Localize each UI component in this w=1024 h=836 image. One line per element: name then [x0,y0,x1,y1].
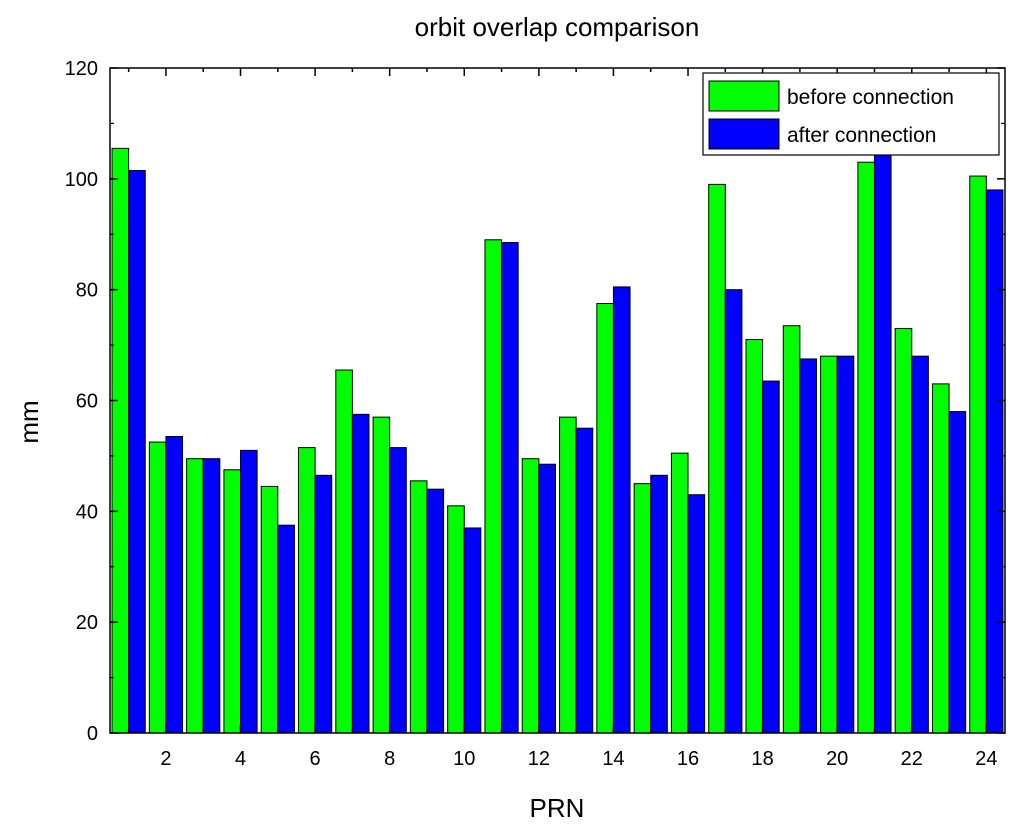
y-tick-label: 100 [65,169,98,191]
bar-before-prn-14 [596,303,614,734]
bar-before-prn-1 [111,147,130,734]
bar-after-prn-10 [463,527,482,734]
x-tick-label: 22 [901,748,923,770]
x-tick-label: 14 [602,748,624,770]
bar-after-prn-13 [575,427,594,734]
bar-after-prn-21 [873,150,892,734]
y-tick-label: 0 [87,723,98,745]
bar-after-prn-5 [277,524,295,734]
bar-before-prn-11 [484,239,503,734]
bar-after-prn-23 [948,411,967,734]
bar-before-prn-20 [820,355,838,734]
legend-label-before: before connection [787,86,954,109]
bar-before-prn-8 [372,416,391,734]
x-tick-label: 20 [826,748,848,770]
y-tick-label: 80 [76,280,98,302]
bar-after-prn-19 [799,358,818,734]
x-tick-label: 10 [453,748,475,770]
bar-after-prn-16 [687,494,706,734]
legend-swatch-before [708,80,780,112]
x-tick-label: 8 [384,748,395,770]
bar-before-prn-6 [298,447,316,734]
bar-after-prn-1 [128,170,146,734]
bar-before-prn-2 [148,441,167,734]
x-tick-label: 24 [975,748,997,770]
bar-after-prn-4 [240,449,258,734]
x-tick-label: 2 [160,748,171,770]
bar-before-prn-3 [186,458,204,734]
bar-before-prn-18 [745,339,764,734]
bar-before-prn-21 [857,161,875,734]
x-tick-label: 6 [310,748,321,770]
bar-after-prn-24 [985,189,1004,734]
x-tick-label: 4 [235,748,246,770]
bar-after-prn-17 [724,289,743,734]
bar-after-prn-9 [426,488,445,734]
x-tick-label: 12 [528,748,550,770]
x-axis-label: PRN [530,793,585,823]
bar-after-prn-11 [501,242,519,734]
bar-before-prn-19 [782,325,801,734]
y-tick-label: 20 [76,612,98,634]
bar-after-prn-2 [165,436,184,734]
legend-label-after: after connection [787,124,936,147]
x-tick-label: 16 [677,748,699,770]
bar-before-prn-23 [931,383,950,734]
y-tick-label: 120 [65,58,98,80]
bar-after-prn-18 [762,380,780,734]
bar-after-prn-20 [836,355,855,734]
legend: before connection after connection [702,72,1000,156]
bar-before-prn-9 [409,480,428,734]
bar-after-prn-14 [612,286,631,734]
bar-before-prn-7 [335,369,353,734]
bar-after-prn-12 [538,463,556,734]
bar-before-prn-10 [447,505,465,734]
bar-before-prn-13 [559,416,577,734]
bar-before-prn-16 [670,452,689,734]
bar-after-prn-3 [202,458,221,734]
y-tick-label: 60 [76,391,98,413]
y-axis-label: mm [14,400,44,443]
y-tick-label: 40 [76,501,98,523]
bars-group [111,147,1004,734]
x-tick-label: 18 [751,748,773,770]
bar-before-prn-22 [894,327,913,734]
bar-before-prn-15 [633,483,652,734]
bar-before-prn-17 [708,183,726,734]
bar-before-prn-5 [260,485,279,734]
bar-after-prn-7 [351,413,370,734]
bar-before-prn-4 [223,469,242,734]
bar-before-prn-24 [969,175,987,734]
legend-swatch-after [708,118,780,150]
bar-after-prn-15 [650,474,668,734]
chart-title: orbit overlap comparison [415,12,700,42]
bar-after-prn-22 [911,355,929,734]
bar-after-prn-8 [389,447,407,734]
bar-after-prn-6 [314,474,333,734]
bar-before-prn-12 [521,458,540,734]
